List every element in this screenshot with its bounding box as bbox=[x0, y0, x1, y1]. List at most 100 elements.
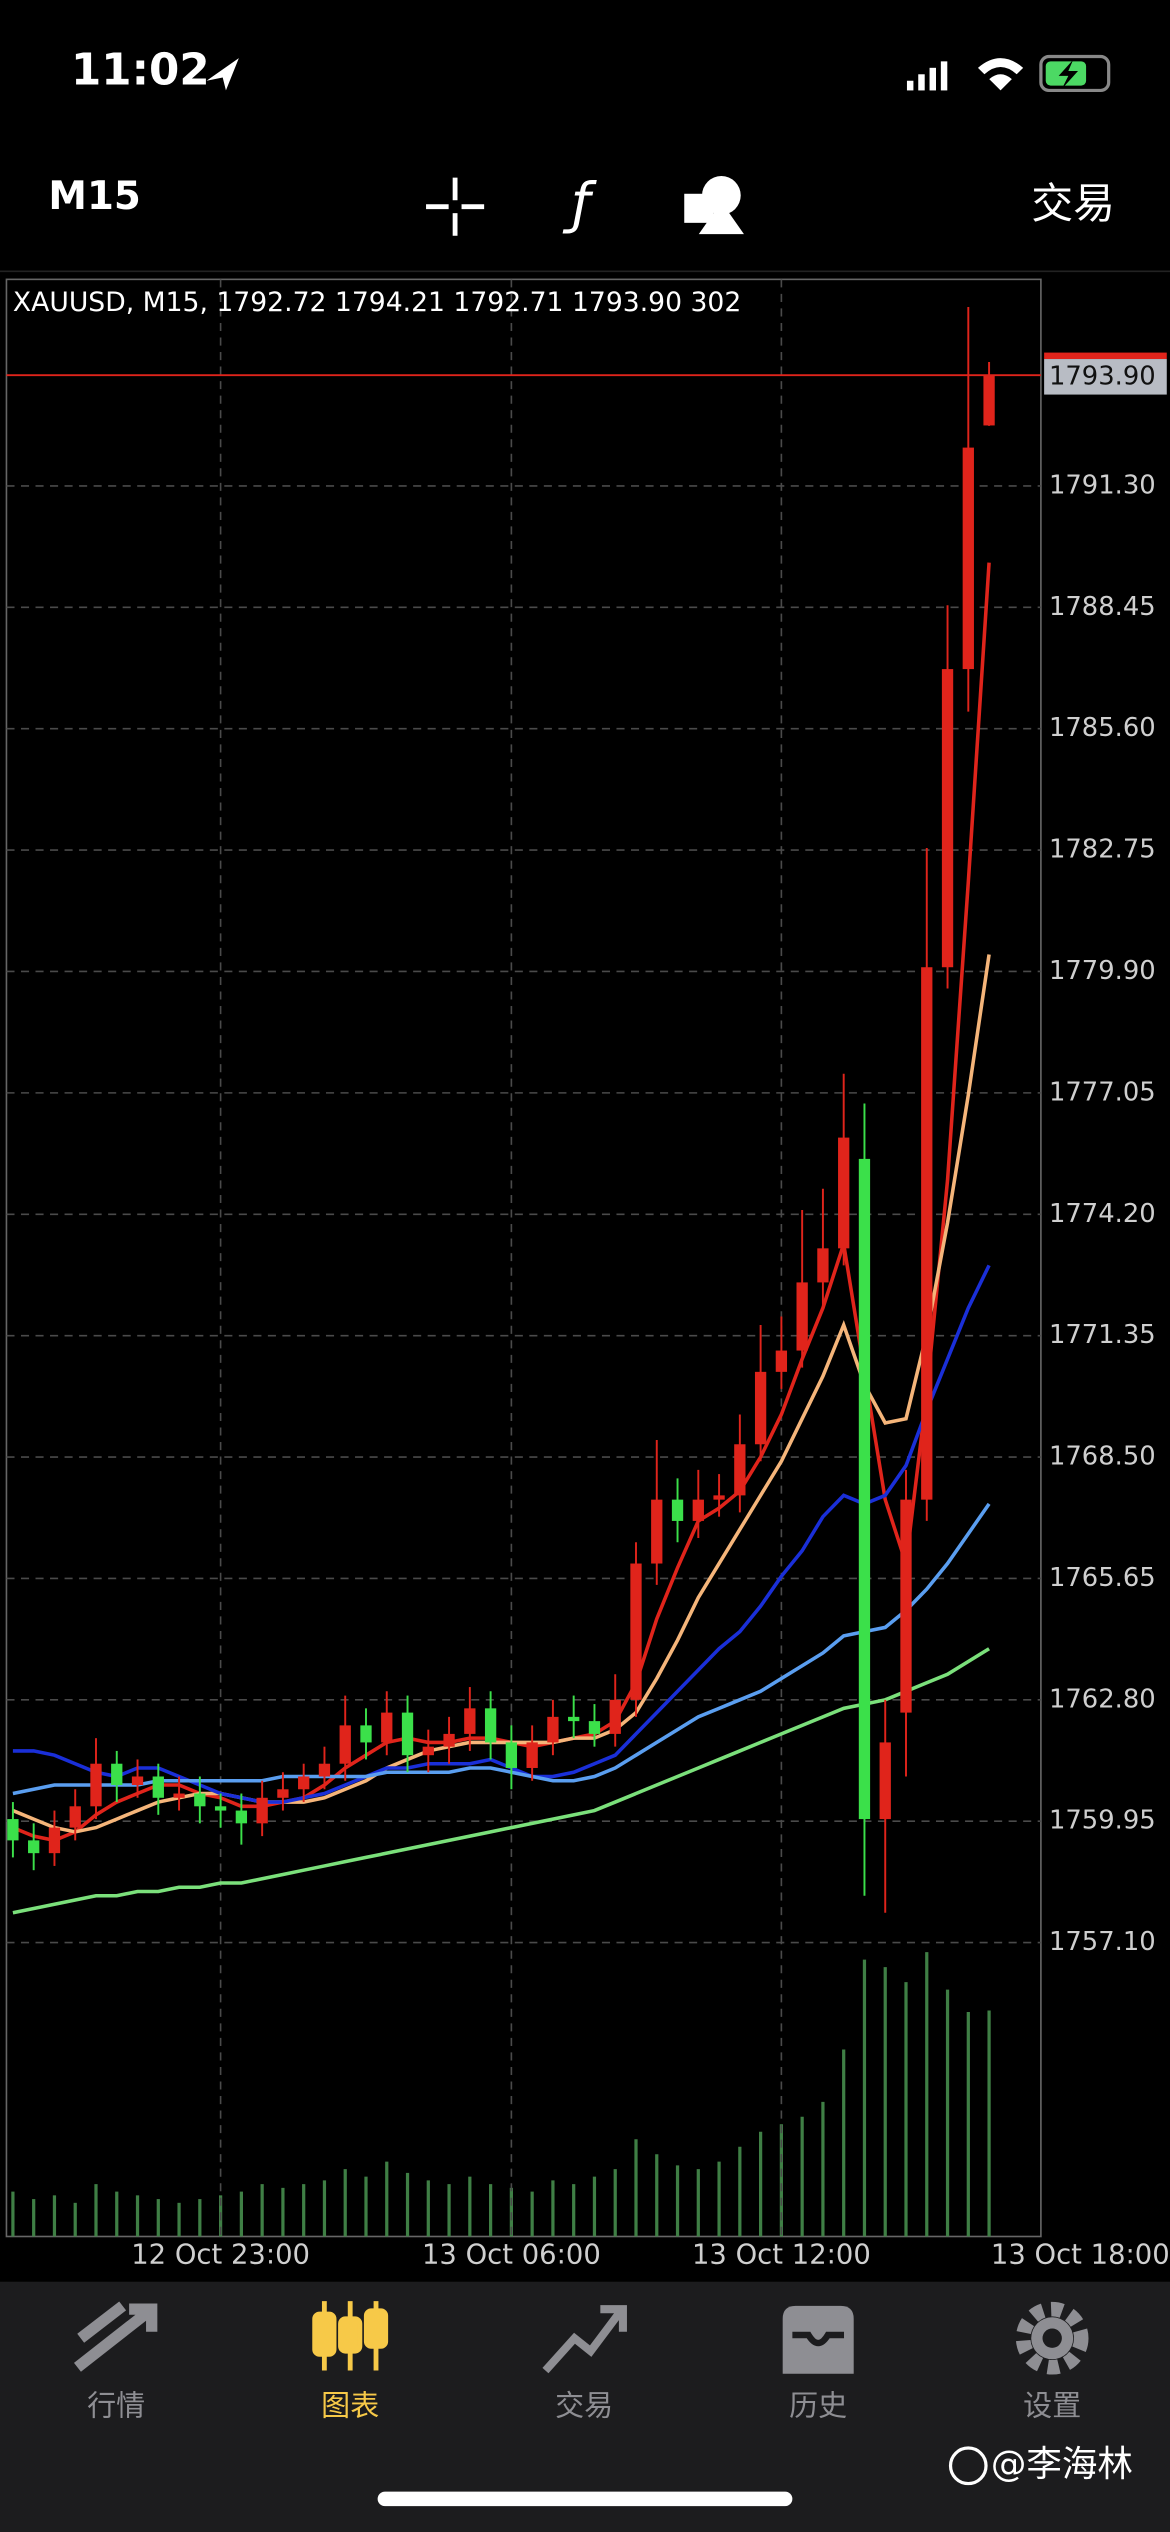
candle-body bbox=[360, 1725, 372, 1743]
candle-body bbox=[921, 967, 933, 1500]
timeframe-button[interactable]: M15 bbox=[48, 174, 140, 219]
tab-label[interactable]: 交易 bbox=[555, 2389, 613, 2423]
watermark: @李海林 bbox=[948, 2444, 1133, 2486]
candle-body bbox=[235, 1810, 248, 1824]
y-tick-label: 1768.50 bbox=[1049, 1442, 1156, 1472]
tab-icon[interactable] bbox=[542, 2305, 627, 2374]
price-tag-top bbox=[1044, 352, 1167, 360]
candle-body bbox=[713, 1495, 725, 1500]
y-tick-label: 1771.35 bbox=[1049, 1320, 1156, 1350]
candle-body bbox=[7, 1819, 19, 1841]
candle-body bbox=[983, 375, 995, 426]
candle-body bbox=[630, 1563, 642, 1700]
y-tick-label: 1791.30 bbox=[1049, 470, 1156, 500]
candle-body bbox=[754, 1371, 767, 1445]
chart-frame bbox=[5, 278, 1042, 2238]
candle-body bbox=[173, 1793, 185, 1798]
candle-body bbox=[838, 1137, 850, 1249]
candle-body bbox=[734, 1444, 746, 1496]
tab-icon[interactable] bbox=[1015, 2301, 1089, 2375]
candle-body bbox=[671, 1499, 684, 1521]
y-tick-label: 1788.45 bbox=[1049, 592, 1156, 622]
candle-body bbox=[318, 1763, 331, 1777]
charging-icon bbox=[1058, 59, 1079, 89]
candle-body bbox=[28, 1840, 40, 1854]
objects-button[interactable] bbox=[684, 176, 744, 235]
trade-button[interactable]: 交易 bbox=[1031, 179, 1115, 228]
candle-body bbox=[484, 1708, 497, 1743]
moving-average-line bbox=[12, 1264, 991, 1804]
home-indicator bbox=[377, 2491, 793, 2507]
price-tag bbox=[1044, 359, 1167, 395]
candle-body bbox=[90, 1763, 102, 1807]
candle-body bbox=[962, 447, 974, 670]
moving-average-line bbox=[12, 954, 991, 1834]
candle-body bbox=[651, 1499, 663, 1564]
y-tick-label: 1782.75 bbox=[1049, 835, 1156, 865]
signal-icon bbox=[906, 61, 948, 91]
candle-body bbox=[464, 1708, 476, 1734]
candle-body bbox=[588, 1721, 601, 1734]
tab-label[interactable]: 设置 bbox=[1023, 2389, 1081, 2423]
candle-body bbox=[48, 1827, 61, 1854]
tab-icon[interactable] bbox=[73, 2301, 158, 2372]
moving-average-line bbox=[12, 1502, 991, 1796]
crosshair-button[interactable] bbox=[426, 177, 485, 236]
candle-body bbox=[879, 1742, 891, 1820]
candle-body bbox=[339, 1725, 351, 1764]
x-tick-label: 12 Oct 23:00 bbox=[131, 2239, 310, 2270]
location-icon bbox=[206, 58, 239, 91]
tab-icon[interactable] bbox=[312, 2301, 389, 2371]
candle-body bbox=[381, 1712, 393, 1743]
candle-body bbox=[941, 669, 954, 968]
tab-bar bbox=[0, 2281, 1170, 2532]
candle-body bbox=[422, 1746, 434, 1756]
battery-icon bbox=[1039, 54, 1111, 93]
candle-body bbox=[277, 1789, 289, 1798]
chart: 1757.10 1759.95 1762.80 1765.65 1768.50 1771.… bbox=[6, 279, 1170, 2270]
watermark-text: @李海林 bbox=[991, 2444, 1133, 2485]
candle-body bbox=[443, 1733, 455, 1747]
candle-body bbox=[69, 1806, 81, 1828]
x-end-label: 13 Oct 18:00 bbox=[991, 2239, 1170, 2270]
y-tick-label: 1779.90 bbox=[1049, 956, 1156, 986]
tab-label[interactable]: 历史 bbox=[789, 2389, 847, 2423]
candle-body bbox=[111, 1763, 123, 1786]
moving-average-line bbox=[12, 1647, 991, 1915]
y-tick-label: 1774.20 bbox=[1049, 1199, 1156, 1229]
candle-body bbox=[568, 1716, 580, 1722]
tab-label[interactable]: 行情 bbox=[87, 2389, 145, 2423]
tab-icons: 行情 图表 交易 历史 设置 bbox=[73, 2301, 1089, 2423]
candle-body bbox=[547, 1716, 559, 1743]
candle-body bbox=[256, 1797, 268, 1824]
candle-body bbox=[692, 1499, 704, 1521]
y-tick-label: 1765.65 bbox=[1049, 1563, 1156, 1593]
candle-body bbox=[900, 1499, 912, 1713]
chart-info: XAUUSD, M15, 1792.72 1794.21 1792.71 179… bbox=[13, 287, 741, 318]
candle-body bbox=[775, 1350, 788, 1372]
y-tick-label: 1785.60 bbox=[1049, 713, 1156, 743]
y-tick-label: 1762.80 bbox=[1049, 1684, 1156, 1714]
clock: 11:02 bbox=[71, 46, 210, 96]
price-tag-label: 1793.90 bbox=[1049, 361, 1156, 391]
y-tick-label: 1757.10 bbox=[1049, 1927, 1156, 1957]
x-tick-label: 13 Oct 06:00 bbox=[422, 2239, 601, 2270]
candle-body bbox=[214, 1806, 227, 1811]
candle-body bbox=[152, 1776, 164, 1798]
candle-body bbox=[505, 1742, 518, 1768]
candle-body bbox=[817, 1248, 829, 1283]
candle-body bbox=[526, 1742, 538, 1768]
candle-body bbox=[131, 1776, 144, 1786]
y-tick-label: 1759.95 bbox=[1049, 1806, 1156, 1836]
y-tick-label: 1777.05 bbox=[1049, 1077, 1156, 1107]
candle-body bbox=[796, 1282, 808, 1351]
candle-body bbox=[609, 1699, 621, 1734]
candle-body bbox=[401, 1712, 414, 1756]
candle-body bbox=[858, 1158, 871, 1820]
tab-icon[interactable] bbox=[782, 2305, 854, 2374]
tab-label[interactable]: 图表 bbox=[321, 2389, 379, 2423]
candle-body bbox=[194, 1793, 206, 1807]
